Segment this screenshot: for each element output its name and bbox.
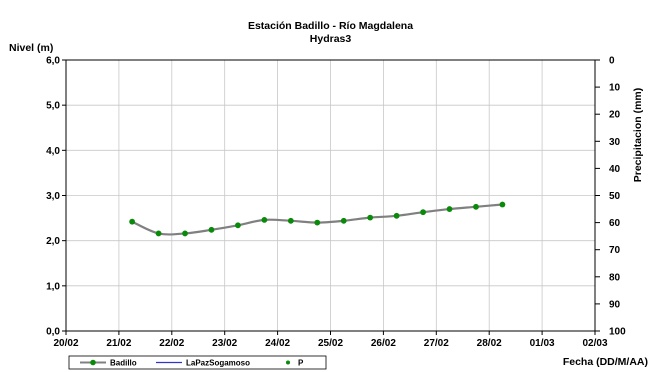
chart-title: Estación Badillo - Río Magdalena [248,20,413,32]
series-badillo-point [182,230,188,237]
series-layer [129,201,506,237]
legend-swatch-badillo-marker [90,359,96,366]
y-tick-label: 6,0 [46,56,60,67]
y2-tick-label: 90 [609,299,621,310]
y2-tick-label: 50 [609,191,621,202]
x-tick-label: 25/02 [318,338,343,349]
y2-tick-labels: 0 10 20 30 40 50 60 70 80 90 100 [609,56,626,338]
x-tick-label: 23/02 [212,338,237,349]
series-badillo-point [420,209,426,216]
x-tick-label: 02/03 [582,338,607,349]
legend-label-badillo: Badillo [110,359,137,368]
series-badillo-point [393,212,400,219]
y-axis-title: Nivel (m) [9,42,53,54]
x-tick-label: 22/02 [159,338,184,349]
x-tick-labels: 20/02 21/02 22/02 23/02 24/02 25/02 26/02 27/02… [53,338,607,349]
series-badillo-point [367,214,374,221]
y2-tick-label: 10 [609,83,621,94]
y-tick-label: 0,0 [46,327,60,338]
series-badillo-point [129,218,136,225]
y-tick-label: 1,0 [46,281,60,292]
x-tick-label: 20/02 [53,338,78,349]
y-tick-label: 4,0 [46,146,60,157]
series-badillo-point [235,222,241,229]
series-badillo-point [499,201,506,208]
legend-swatch-p-marker [286,360,290,365]
series-badillo-point [261,216,268,223]
legend-box [68,355,327,370]
series-badillo-point [287,217,294,224]
x-tick-label: 26/02 [371,338,396,349]
y2-tick-label: 80 [609,272,621,283]
x-tick-label: 01/03 [530,338,555,349]
legend: Badillo LaPazSogamoso P [68,355,327,370]
x-tick-label: 24/02 [265,338,290,349]
series-badillo-point [473,203,479,210]
axis-ticks [62,59,600,335]
y-tick-label: 5,0 [46,101,60,112]
y2-tick-label: 20 [609,110,621,121]
y-tick-labels: 0,0 1,0 2,0 3,0 4,0 5,0 6,0 [46,56,60,338]
y2-tick-label: 100 [609,327,626,338]
y2-axis-title: Precipitacion (mm) [632,88,644,183]
y2-tick-label: 70 [609,245,621,256]
series-badillo-point [446,206,453,212]
y2-tick-label: 40 [609,164,621,175]
series-badillo-point [155,230,162,237]
y2-tick-label: 30 [609,137,621,148]
y-tick-label: 3,0 [46,191,60,202]
series-badillo-point [314,219,321,226]
y2-tick-label: 0 [609,56,615,67]
legend-label-p: P [298,359,304,368]
gridlines [66,60,595,331]
chart-subtitle: Hydras3 [310,33,352,45]
y2-tick-label: 60 [609,218,621,229]
y-tick-label: 2,0 [46,236,60,247]
x-tick-label: 28/02 [477,338,502,349]
x-axis-title: Fecha (DD/M/AA) [563,356,648,368]
series-badillo-point [208,226,215,233]
series-badillo-point [340,217,347,224]
x-tick-label: 21/02 [106,338,131,349]
legend-label-lapazsogamoso: LaPazSogamoso [186,359,250,368]
x-tick-label: 27/02 [424,338,449,349]
